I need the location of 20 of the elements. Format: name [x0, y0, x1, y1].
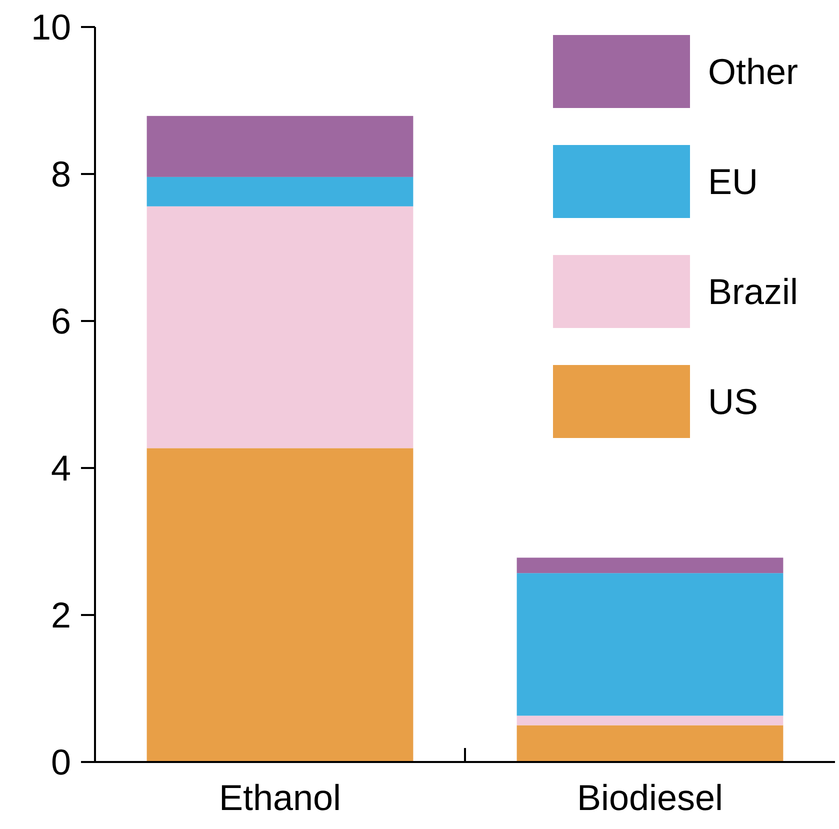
legend-label: EU [708, 161, 758, 202]
x-tick-label: Biodiesel [576, 777, 724, 818]
bar [146, 176, 414, 206]
legend-label: US [708, 381, 758, 422]
x-tick-label: Ethanol [218, 777, 342, 818]
y-tick-label: 4 [50, 448, 71, 489]
bar [146, 448, 414, 762]
bar [516, 716, 784, 726]
bar [516, 558, 784, 574]
y-tick-label: 0 [50, 742, 71, 783]
bar [146, 116, 414, 177]
legend-label: Other [708, 51, 798, 92]
bar [146, 206, 414, 448]
y-tick-label: 6 [50, 300, 71, 342]
legend-label: Brazil [708, 271, 798, 312]
bar [516, 573, 784, 716]
bar [516, 725, 784, 762]
y-tick-label: 8 [50, 154, 71, 195]
y-tick-label: 10 [30, 6, 71, 48]
y-tick-label: 2 [50, 594, 71, 636]
